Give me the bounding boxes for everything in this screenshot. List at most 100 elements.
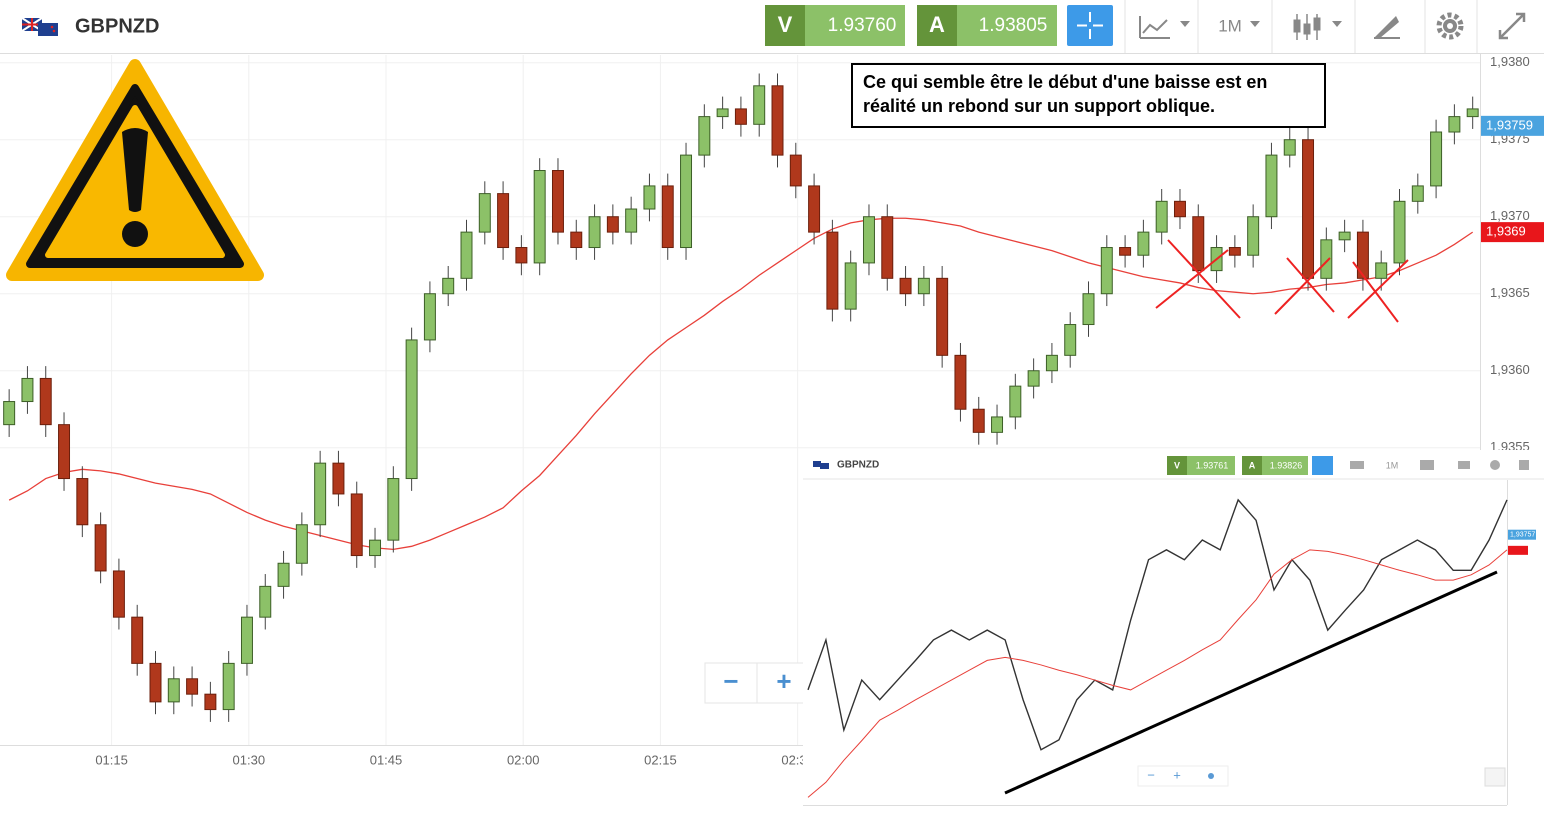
zoom-in[interactable]: + [776, 666, 791, 696]
x-tick-label: 01:45 [370, 752, 403, 767]
inset-zoom-in: + [1173, 767, 1181, 782]
candle-body [369, 539, 382, 557]
candle-body [167, 678, 180, 703]
candle-body [698, 116, 711, 156]
y-tick-label: 1,9365 [1490, 285, 1530, 300]
candle-body [533, 170, 546, 264]
candle-body [295, 524, 308, 564]
trend-line [1004, 570, 1498, 795]
candle-body [39, 377, 52, 426]
candle-body [625, 208, 638, 233]
candle-body [1155, 200, 1168, 233]
candle-body [1320, 239, 1333, 279]
candle-body [112, 570, 125, 618]
candle-body [771, 85, 784, 156]
candle-body [862, 216, 875, 264]
candle-body [588, 216, 601, 249]
candle-body [94, 524, 107, 572]
candle-body [1100, 247, 1113, 295]
candle-body [753, 85, 766, 125]
inset-sell-price: 1.93761 [1196, 460, 1229, 470]
candle-body [314, 462, 327, 526]
candle-body [1137, 231, 1150, 256]
price-tag-label: 1,93759 [1486, 117, 1533, 132]
candle-body [387, 478, 400, 541]
price-tag-label: 1,9369 [1486, 224, 1526, 239]
candle-body [58, 424, 71, 480]
candle-body [1064, 324, 1077, 356]
zoom-out[interactable]: − [723, 666, 738, 696]
zoom-controls: − + [704, 662, 806, 704]
candle-body [1356, 231, 1369, 279]
candle-body [3, 401, 16, 426]
candle-body [350, 493, 363, 557]
candle-body [1338, 231, 1351, 241]
sell-label: V [778, 12, 793, 37]
symbol: GBPNZD [75, 15, 159, 37]
candle-body [844, 262, 857, 310]
candle-body [1302, 139, 1315, 279]
candle-body [917, 277, 930, 295]
buy-button[interactable]: A 1.93805 [917, 5, 1057, 46]
settings-button[interactable] [1436, 12, 1464, 40]
x-tick-label: 01:15 [95, 752, 128, 767]
candle-body [240, 616, 253, 664]
sell-button[interactable]: V 1.93760 [765, 5, 905, 46]
candle-body [1228, 247, 1241, 256]
inset-symbol: GBPNZD [837, 460, 879, 471]
indicator-button[interactable] [1139, 16, 1190, 39]
inset-sell [1167, 456, 1187, 475]
candle-body [551, 170, 564, 233]
drawing-button[interactable] [1374, 16, 1400, 39]
candle-body [149, 662, 162, 703]
inset-timeframe: 1M [1386, 460, 1399, 470]
price-line [807, 549, 1508, 798]
candle-body [808, 185, 821, 233]
chart-type-button[interactable] [1293, 14, 1342, 40]
candle-body [1009, 385, 1022, 418]
fullscreen-button[interactable] [1498, 12, 1526, 40]
candle-body [277, 562, 290, 587]
annotation-line: Ce qui semble être le début d'une baisse… [863, 72, 1267, 92]
price-line [807, 498, 1508, 751]
candle-body [643, 185, 656, 210]
candle-body [515, 247, 528, 264]
inset-screenshot: GBPNZD V 1.93761 A 1.93826 1M − + 1,9375… [803, 450, 1544, 824]
price-tag [1481, 115, 1544, 136]
candle-body [478, 193, 491, 233]
candle-body [131, 616, 144, 664]
candle-body [1283, 139, 1296, 156]
candle-body [899, 277, 912, 295]
candle-body [826, 231, 839, 310]
x-tick-label: 02:15 [644, 752, 677, 767]
candle-body [460, 231, 473, 279]
candle-body [881, 216, 894, 279]
candle-body [76, 478, 89, 526]
candle-body [1045, 354, 1058, 372]
candle-body [936, 277, 949, 356]
inset-scroll-button [1484, 767, 1506, 787]
cross-marks [1155, 239, 1409, 323]
candle-body [716, 108, 729, 118]
y-tick-label: 1,9370 [1490, 208, 1530, 223]
flag [21, 17, 58, 36]
inset-buy [1242, 456, 1262, 475]
crosshair-button[interactable] [1067, 5, 1113, 46]
candle-body [259, 585, 272, 618]
price-tag [1508, 529, 1536, 540]
candle-body [1448, 116, 1461, 133]
buy-label: A [929, 12, 945, 37]
candle-body [1192, 216, 1205, 272]
inset-flag [820, 463, 829, 469]
warning-sign [6, 59, 264, 281]
inset-zoom-out: − [1147, 767, 1155, 782]
moving-average [8, 217, 1474, 551]
main-chart: 1,93801,93751,93701,93651,93601,935501:1… [0, 53, 1544, 767]
timeframe-button[interactable]: 1M [1218, 16, 1260, 35]
price-tag [1481, 222, 1544, 243]
inset-icons [1350, 460, 1529, 470]
candle-body [734, 108, 747, 125]
candle-body [405, 339, 418, 480]
candle-body [423, 293, 436, 341]
